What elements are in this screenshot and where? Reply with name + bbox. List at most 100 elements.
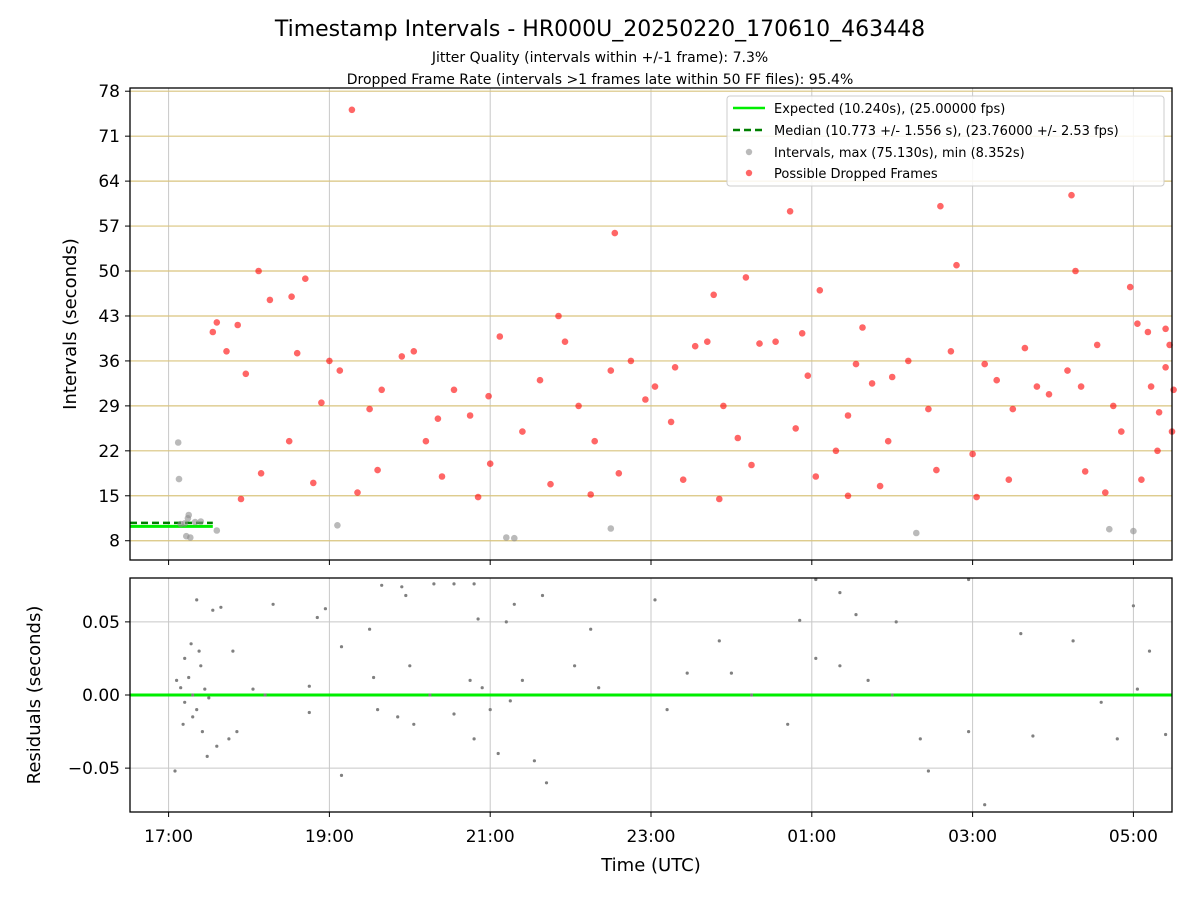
residual-point-70	[532, 759, 537, 763]
residual-point-1	[211, 608, 215, 612]
interval-point-14	[607, 525, 615, 532]
residual-point-51	[251, 687, 255, 691]
x-tick-label-1: 19:00	[305, 827, 354, 847]
dropped-frame-point-78	[1134, 320, 1141, 328]
residual-point-29	[1131, 604, 1135, 608]
intervals-plot: 8 15 22 29 36 43 50 57 64 71 78 Intervals (seconds…	[60, 82, 1177, 565]
residual-point-66	[488, 708, 492, 712]
residuals-ytick-label-0: −0.05	[68, 759, 120, 779]
residual-point-82	[890, 693, 894, 697]
residual-point-63	[468, 678, 472, 683]
dropped-frame-point-97	[812, 473, 820, 480]
residual-point-37	[203, 687, 207, 691]
residual-point-20	[729, 671, 734, 675]
dropped-frame-point-52	[844, 412, 852, 419]
dropped-frame-point-13	[336, 367, 344, 374]
intervals-ytick-label-5: 43	[98, 307, 120, 327]
legend: Expected (10.240s), (25.00000 fps) Media…	[726, 95, 1165, 187]
residual-point-19	[653, 598, 657, 602]
dropped-frame-point-22	[466, 412, 474, 419]
residual-point-67	[496, 751, 500, 756]
legend-expected-label: Expected (10.240s), (25.00000 fps)	[774, 102, 1005, 117]
dropped-frame-point-17	[398, 353, 406, 360]
dropped-frame-point-82	[1162, 325, 1169, 333]
dropped-frame-point-83	[1166, 341, 1173, 349]
residual-point-65	[472, 737, 476, 741]
dropped-frame-point-34	[642, 396, 649, 403]
residual-point-11	[432, 582, 436, 586]
dropped-frame-point-12	[326, 357, 333, 365]
residual-point-78	[786, 722, 790, 726]
chart-subtitle-2: Dropped Frame Rate (intervals >1 frames …	[347, 72, 854, 88]
dropped-frame-point-100	[1005, 476, 1013, 484]
residual-point-44	[200, 730, 204, 734]
residual-point-0	[195, 598, 199, 602]
dropped-frame-point-5	[255, 267, 262, 275]
dropped-frame-point-56	[884, 437, 892, 445]
intervals-ytick-label-2: 22	[98, 442, 120, 462]
dropped-frame-point-87	[1154, 447, 1161, 455]
residual-point-79	[814, 656, 818, 661]
residuals-y-label: Residuals (seconds)	[24, 606, 45, 785]
dropped-frame-point-41	[720, 402, 727, 410]
residual-point-3	[271, 602, 275, 606]
dropped-frame-point-63	[969, 450, 976, 458]
dropped-frame-point-80	[1147, 383, 1155, 390]
dropped-frame-point-36	[667, 418, 675, 426]
interval-point-9	[197, 518, 205, 525]
residual-point-72	[573, 664, 577, 668]
legend-dropped-label: Possible Dropped Frames	[774, 167, 938, 182]
intervals-y-axis: 8 15 22 29 36 43 50 57 64 71 78	[98, 82, 1134, 565]
dropped-frame-point-101	[1081, 468, 1089, 475]
residual-point-83	[918, 737, 922, 741]
residual-point-7	[368, 627, 372, 631]
dropped-frame-point-106	[587, 491, 594, 498]
dropped-frame-point-50	[816, 287, 824, 294]
residual-point-18	[589, 627, 593, 631]
dropped-frame-point-73	[1077, 383, 1085, 390]
dropped-frame-point-65	[993, 376, 1000, 384]
residual-point-32	[183, 700, 187, 704]
residual-point-10	[404, 593, 408, 598]
dropped-frame-point-8	[288, 293, 295, 301]
x-tick-label-3: 23:00	[627, 827, 676, 847]
x-tick-label-0: 17:00	[144, 827, 193, 847]
interval-point-17	[1130, 527, 1137, 535]
dropped-frame-point-26	[536, 376, 544, 384]
dropped-frame-point-29	[575, 402, 582, 410]
residual-point-34	[191, 693, 195, 697]
dropped-frame-point-53	[852, 360, 860, 368]
dropped-frame-point-85	[1162, 364, 1169, 371]
dropped-frame-point-72	[1072, 267, 1079, 275]
residual-point-50	[231, 649, 235, 653]
dropped-frame-point-110	[1102, 489, 1109, 496]
x-tick-label-6: 05:00	[1109, 827, 1158, 847]
dropped-frame-point-61	[947, 348, 955, 355]
residuals-plot: 17:00 19:00 21:00 23:00 01:00 03:00 05:00 −0.05…	[24, 577, 1173, 876]
interval-point-13	[511, 534, 518, 542]
residual-point-15	[504, 620, 508, 624]
dropped-frame-point-93	[547, 480, 554, 488]
dropped-frame-point-28	[561, 338, 569, 346]
residual-point-90	[1135, 687, 1139, 691]
dropped-frame-point-48	[798, 330, 806, 337]
dropped-frame-point-49	[804, 372, 812, 380]
intervals-ytick-label-4: 36	[98, 352, 120, 372]
residual-point-17	[540, 593, 545, 598]
chart-title: Timestamp Intervals - HR000U_20250220_17…	[274, 17, 925, 42]
dropped-frame-point-7	[285, 437, 293, 445]
legend-intervals-swatch	[745, 148, 753, 156]
dropped-frame-point-46	[786, 208, 794, 215]
residual-point-81	[866, 678, 870, 683]
residual-point-58	[396, 715, 400, 719]
residuals-axes: 17:00 19:00 21:00 23:00 01:00 03:00 05:00 −0.05…	[68, 613, 1158, 847]
residual-point-38	[207, 696, 211, 700]
residual-point-77	[749, 693, 754, 697]
residual-point-35	[195, 708, 199, 712]
dropped-frame-point-104	[354, 489, 361, 496]
dropped-frame-point-96	[748, 461, 755, 469]
dropped-frame-point-47	[792, 425, 799, 432]
dropped-frame-point-39	[704, 338, 711, 346]
residual-point-8	[380, 583, 384, 587]
interval-point-15	[913, 529, 920, 537]
